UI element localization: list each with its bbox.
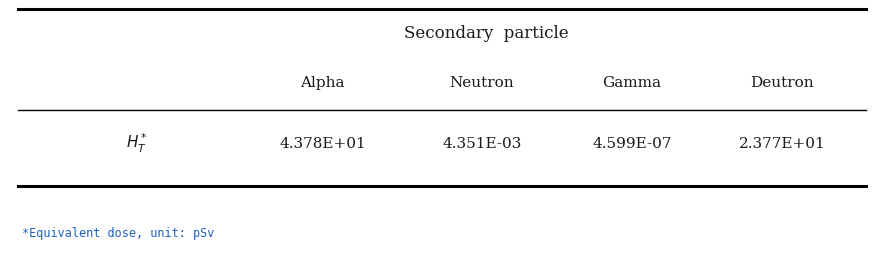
Text: Deutron: Deutron (751, 76, 814, 90)
Text: *Equivalent dose, unit: pSv: *Equivalent dose, unit: pSv (22, 227, 215, 240)
Text: 2.377E+01: 2.377E+01 (739, 137, 826, 151)
Text: Secondary  particle: Secondary particle (404, 25, 568, 41)
Text: 4.351E-03: 4.351E-03 (442, 137, 522, 151)
Text: Gamma: Gamma (603, 76, 661, 90)
Text: Alpha: Alpha (301, 76, 345, 90)
Text: Neutron: Neutron (449, 76, 514, 90)
Text: 4.599E-07: 4.599E-07 (592, 137, 672, 151)
Text: 4.378E+01: 4.378E+01 (279, 137, 366, 151)
Text: $H_T^*$: $H_T^*$ (126, 132, 148, 155)
